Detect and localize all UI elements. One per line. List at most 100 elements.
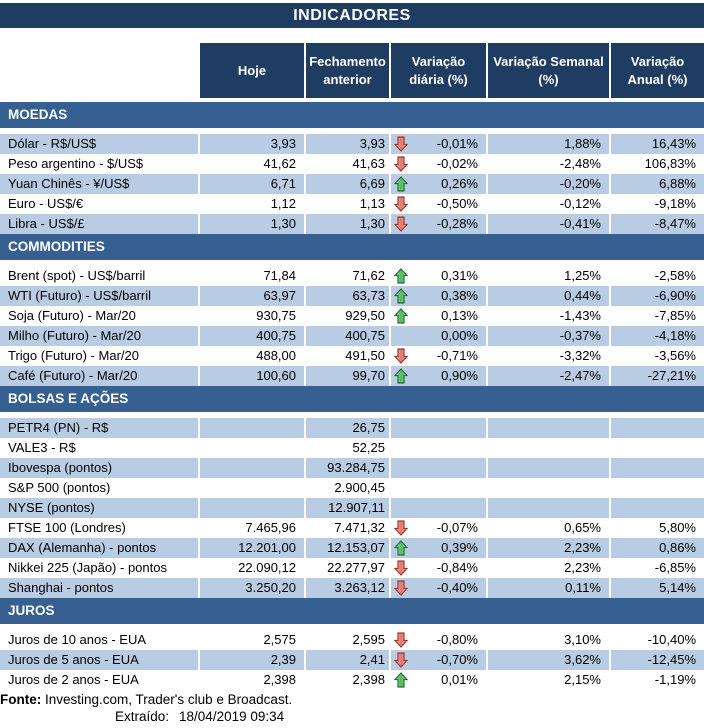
down-arrow [393, 560, 409, 576]
cell-fechamento-anterior: 6,69 [306, 174, 391, 194]
cell-hoje: 3,93 [200, 134, 306, 154]
cell-variacao-semanal: -2,48% [488, 154, 611, 174]
cell-fechamento-anterior: 1,13 [306, 194, 391, 214]
table-row: Soja (Futuro) - Mar/20 930,75 929,50 0,13% -… [0, 306, 704, 326]
down-arrow [393, 216, 409, 232]
page-title: INDICADORES [0, 3, 704, 28]
cell-hoje: 22.090,12 [200, 558, 306, 578]
cell-variacao-semanal [488, 498, 611, 518]
column-header-hoje: Hoje [200, 43, 306, 98]
cell-hoje: 930,75 [200, 306, 306, 326]
cell-fechamento-anterior: 2,398 [306, 670, 391, 690]
cell-indicator-label: Juros de 5 anos - EUA [0, 650, 200, 670]
down-arrow [393, 348, 409, 364]
cell-indicator-label: Dólar - R$/US$ [0, 134, 200, 154]
table-row: Milho (Futuro) - Mar/20 400,75 400,75 0,00%… [0, 326, 704, 346]
cell-indicator-label: Brent (spot) - US$/barril [0, 266, 200, 286]
cell-variacao-anual: -10,40% [647, 632, 696, 647]
cell-variacao-semanal: 3,10% [488, 630, 611, 650]
up-arrow [393, 672, 409, 688]
section-header-moedas: MOEDAS [0, 102, 704, 128]
extraction-label: Extraído: [115, 709, 170, 724]
cell-hoje: 400,75 [200, 326, 306, 346]
column-header-variacao-diaria: Variação diária (%) [391, 43, 488, 98]
cell-hoje: 2,575 [200, 630, 306, 650]
cell-variacao-diaria [391, 418, 488, 438]
cell-variacao-semanal [488, 478, 611, 498]
cell-variacao-diaria: -0,80% [391, 630, 488, 650]
cell-fechamento-anterior: 1,30 [306, 214, 391, 234]
cell-fechamento-anterior: 12.153,07 [306, 538, 391, 558]
up-arrow-icon [393, 540, 409, 556]
cell-indicator-label: S&P 500 (pontos) [0, 478, 200, 498]
source-label: Fonte: [0, 692, 42, 707]
down-arrow-icon [393, 580, 409, 596]
down-arrow-icon [393, 632, 409, 648]
table-row: Shanghai - pontos 3.250,20 3.263,12 -0,40% 0… [0, 578, 704, 598]
cell-variacao-anual: 16,43% [651, 136, 696, 151]
cell-hoje: 2,398 [200, 670, 306, 690]
cell-variacao-anual [611, 438, 704, 458]
cell-variacao-diaria: -0,40% [391, 578, 488, 598]
cell-variacao-semanal: -0,20% [488, 174, 611, 194]
cell-indicator-label: NYSE (pontos) [0, 498, 200, 518]
table-row: NYSE (pontos) 12.907,11 [0, 498, 704, 518]
cell-hoje: 71,84 [200, 266, 306, 286]
cell-variacao-semanal: 0,11% [488, 578, 611, 598]
variacao-diaria-value: -0,02% [436, 156, 478, 171]
table-row: S&P 500 (pontos) 2.900,45 [0, 478, 704, 498]
extraction-timestamp: 18/04/2019 09:34 [179, 709, 285, 724]
cell-hoje [200, 458, 306, 478]
cell-variacao-semanal: 2,23% [488, 538, 611, 558]
cell-indicator-label: Euro - US$/€ [0, 194, 200, 214]
table-row: PETR4 (PN) - R$ 26,75 [0, 418, 704, 438]
section-header-commodities: COMMODITIES [0, 234, 704, 260]
cell-variacao-diaria [391, 478, 488, 498]
cell-variacao-diaria: -0,02% [391, 154, 488, 174]
cell-variacao-anual [611, 458, 704, 478]
down-arrow-icon [393, 216, 409, 232]
cell-variacao-anual: -4,18% [654, 328, 696, 343]
cell-variacao-diaria: -0,07% [391, 518, 488, 538]
variacao-diaria-value: -0,50% [436, 196, 478, 211]
up-arrow-icon [393, 176, 409, 192]
cell-variacao-semanal: 1,88% [488, 134, 611, 154]
cell-indicator-label: Shanghai - pontos [0, 578, 200, 598]
up-arrow-icon [393, 308, 409, 324]
cell-indicator-label: VALE3 - R$ [0, 438, 200, 458]
source-line: Fonte: Investing.com, Trader's club e Br… [0, 692, 704, 708]
cell-indicator-label: Trigo (Futuro) - Mar/20 [0, 346, 200, 366]
variacao-diaria-value: 0,00% [441, 328, 478, 343]
cell-fechamento-anterior: 22.277,97 [306, 558, 391, 578]
table-row: Café (Futuro) - Mar/20 100,60 99,70 0,90% -2… [0, 366, 704, 386]
variacao-diaria-value: 0,90% [441, 368, 478, 383]
cell-variacao-diaria: -0,84% [391, 558, 488, 578]
cell-variacao-anual [611, 418, 704, 438]
table-row: Dólar - R$/US$ 3,93 3,93 -0,01% 1,88% 16,43% [0, 134, 704, 154]
column-header-fechamento: Fechamento anterior [306, 43, 391, 98]
down-arrow [393, 196, 409, 212]
cell-hoje: 100,60 [200, 366, 306, 386]
variacao-diaria-value: -0,71% [436, 348, 478, 363]
down-arrow-icon [393, 520, 409, 536]
cell-indicator-label: Café (Futuro) - Mar/20 [0, 366, 200, 386]
cell-indicator-label: Nikkei 225 (Japão) - pontos [0, 558, 200, 578]
variacao-diaria-value: 0,38% [441, 288, 478, 303]
cell-variacao-diaria: -0,01% [391, 134, 488, 154]
cell-variacao-anual: -6,85% [654, 560, 696, 575]
up-arrow [393, 176, 409, 192]
table-row: WTI (Futuro) - US$/barril 63,97 63,73 0,38%… [0, 286, 704, 306]
cell-variacao-diaria: 0,90% [391, 366, 488, 386]
table-row: Peso argentino - $/US$ 41,62 41,63 -0,02% -2… [0, 154, 704, 174]
cell-variacao-semanal: 2,15% [488, 670, 611, 690]
cell-indicator-label: DAX (Alemanha) - pontos [0, 538, 200, 558]
cell-indicator-label: Juros de 2 anos - EUA [0, 670, 200, 690]
cell-hoje [200, 498, 306, 518]
cell-indicator-label: Yuan Chinês - ¥/US$ [0, 174, 200, 194]
table-row: FTSE 100 (Londres) 7.465,96 7.471,32 -0,07%… [0, 518, 704, 538]
cell-variacao-semanal [488, 438, 611, 458]
cell-variacao-anual: 5,14% [659, 580, 696, 595]
table-row: Juros de 2 anos - EUA 2,398 2,398 0,01% 2,15… [0, 670, 704, 690]
variacao-diaria-value: 0,26% [441, 176, 478, 191]
cell-variacao-anual: 106,83% [644, 156, 696, 171]
